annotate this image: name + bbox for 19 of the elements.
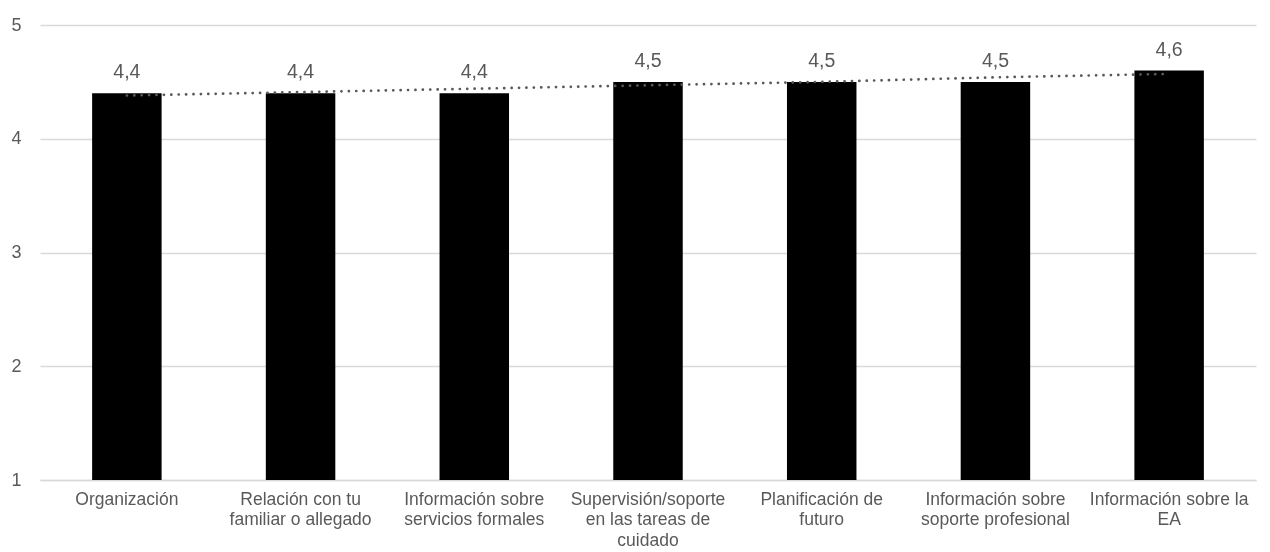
y-tick-label: 2	[11, 355, 22, 376]
x-tick-label: Información sobre la EA	[1089, 488, 1249, 529]
x-tick-label: Organización	[75, 488, 179, 509]
data-label: 4,6	[1155, 37, 1183, 60]
x-tick-label: Relación con tu familiar o allegado	[229, 488, 372, 529]
y-tick-label: 3	[11, 242, 22, 262]
y-tick-label: 1	[11, 469, 22, 490]
data-label: 4,4	[287, 60, 315, 83]
y-tick-label: 5	[11, 14, 22, 35]
data-label: 4,5	[981, 48, 1010, 71]
data-label: 4,5	[808, 48, 836, 71]
x-tick-label: Supervisión/soporte en las tareas de cuidado	[570, 488, 726, 550]
data-label: 4,4	[113, 60, 141, 83]
data-label: 4,5	[634, 48, 662, 71]
x-tick-label: Planificación de futuro	[760, 488, 883, 529]
data-label: 4,4	[460, 60, 488, 83]
x-tick-label: Información sobre soporte profesional	[921, 488, 1070, 529]
x-tick-label: Información sobre servicios formales	[404, 488, 545, 529]
y-tick-label: 4	[11, 128, 22, 149]
